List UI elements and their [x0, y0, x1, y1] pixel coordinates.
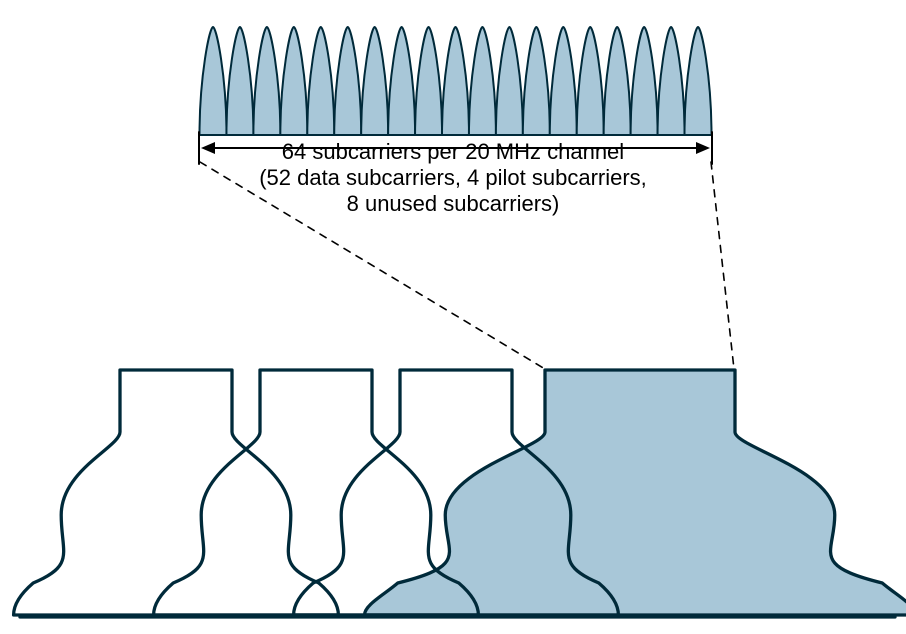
subcarrier-lobe — [280, 27, 307, 135]
subcarrier-lobe — [200, 27, 227, 135]
subcarrier-lobe — [496, 27, 523, 135]
subcarrier-lobes — [200, 27, 712, 135]
subcarrier-lobe — [415, 27, 442, 135]
subcarrier-lobe — [307, 27, 334, 135]
dimension-arrow — [199, 132, 712, 164]
subcarrier-lobe — [658, 27, 685, 135]
subcarrier-lobe — [685, 27, 712, 135]
ofdm-subcarrier-diagram: 64 subcarriers per 20 MHz channel (52 da… — [0, 0, 906, 634]
subcarrier-lobe — [226, 27, 253, 135]
callout-lines — [200, 162, 734, 369]
subcarrier-lobe — [550, 27, 577, 135]
subcarrier-lobe — [469, 27, 496, 135]
channel-shape — [14, 370, 339, 615]
subcarrier-lobe — [253, 27, 280, 135]
subcarrier-lobe — [604, 27, 631, 135]
subcarrier-lobe — [334, 27, 361, 135]
diagram-svg — [0, 0, 906, 634]
subcarrier-lobe — [523, 27, 550, 135]
subcarrier-lobe — [442, 27, 469, 135]
subcarrier-lobe — [577, 27, 604, 135]
subcarrier-lobe — [361, 27, 388, 135]
subcarrier-lobe — [631, 27, 658, 135]
subcarrier-lobe — [388, 27, 415, 135]
